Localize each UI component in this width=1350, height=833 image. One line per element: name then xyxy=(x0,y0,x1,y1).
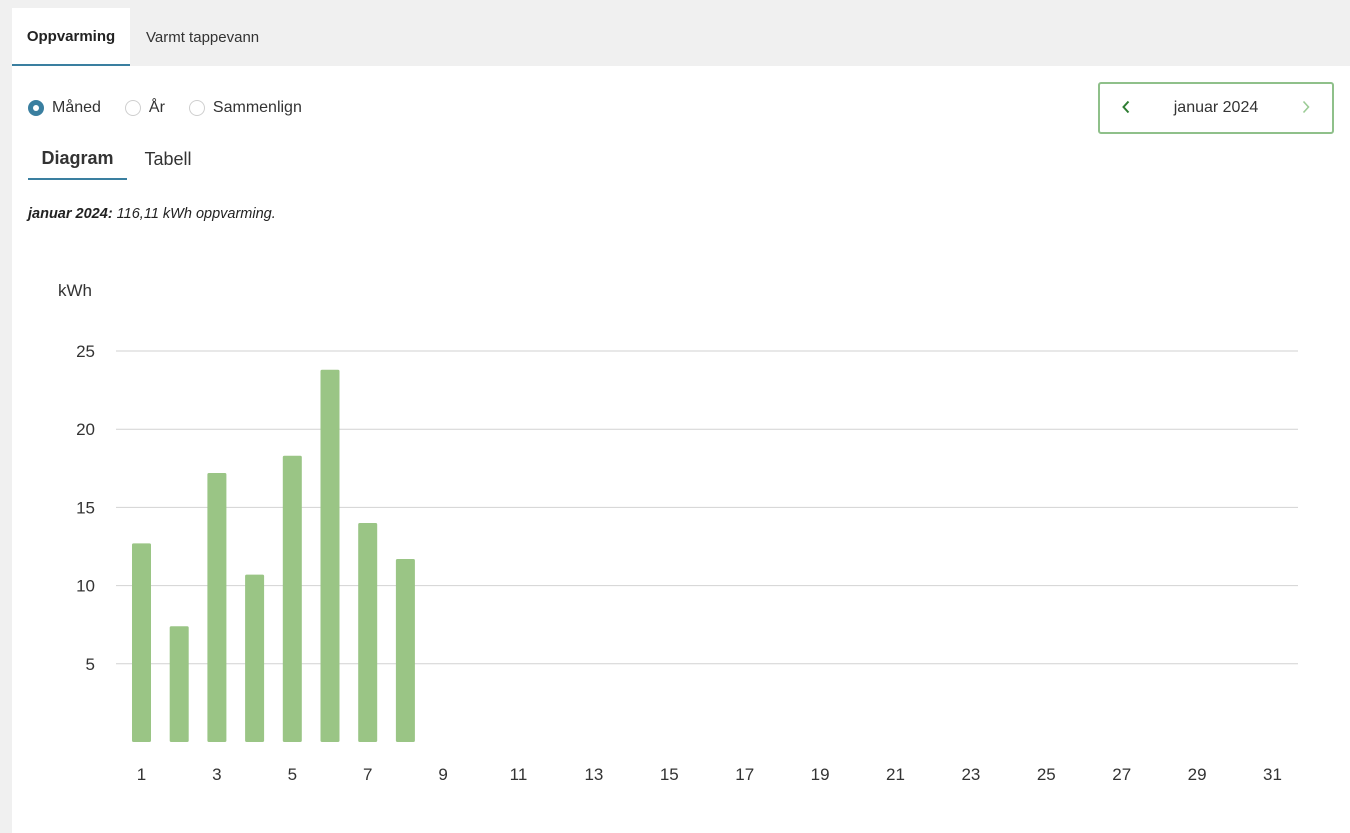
top-tab-bar: Oppvarming Varmt tappevann xyxy=(12,0,1350,66)
bar-day-8 xyxy=(395,559,415,742)
radio-label-sammenlign: Sammenlign xyxy=(212,99,302,116)
radio-sammenlign[interactable]: Sammenlign xyxy=(188,99,302,117)
x-tick-label: 21 xyxy=(886,765,905,784)
x-tick-label: 1 xyxy=(137,765,146,784)
x-tick-label: 27 xyxy=(1112,765,1131,784)
y-tick-label: 10 xyxy=(76,577,95,596)
x-tick-label: 5 xyxy=(288,765,297,784)
tab-diagram[interactable]: Diagram xyxy=(28,138,127,180)
left-gutter xyxy=(0,0,12,833)
bar-day-5 xyxy=(282,455,302,742)
bar-day-1 xyxy=(132,543,151,742)
y-tick-label: 25 xyxy=(76,342,95,361)
radio-maned[interactable]: Måned xyxy=(28,99,101,117)
bar-day-6 xyxy=(320,369,340,742)
x-tick-label: 17 xyxy=(735,765,754,784)
month-navigator: januar 2024 xyxy=(1098,82,1334,134)
radio-unchecked-icon xyxy=(124,100,141,116)
radio-unchecked-icon xyxy=(188,100,205,116)
x-tick-label: 11 xyxy=(510,765,528,784)
y-tick-label: 20 xyxy=(76,420,95,439)
x-tick-label: 29 xyxy=(1188,765,1207,784)
tab-tabell[interactable]: Tabell xyxy=(144,148,192,169)
radio-label-ar: År xyxy=(148,99,165,116)
x-tick-label: 25 xyxy=(1037,765,1056,784)
bar-day-3 xyxy=(207,472,227,742)
x-tick-label: 13 xyxy=(584,765,603,784)
month-label: januar 2024 xyxy=(1173,99,1259,116)
radio-checked-icon xyxy=(28,100,44,116)
x-tick-label: 15 xyxy=(660,765,679,784)
y-tick-label: 5 xyxy=(86,655,95,674)
x-tick-label: 7 xyxy=(363,765,372,784)
y-tick-label: 15 xyxy=(76,498,95,517)
chevron-right-icon[interactable] xyxy=(1298,99,1314,117)
x-tick-label: 31 xyxy=(1263,765,1282,784)
x-tick-label: 23 xyxy=(961,765,980,784)
chevron-left-icon[interactable] xyxy=(1118,99,1134,117)
y-axis-label: kWh xyxy=(58,281,92,300)
period-radio-group: Måned År Sammenlign xyxy=(28,96,326,120)
bar-day-4 xyxy=(245,574,265,742)
x-tick-label: 3 xyxy=(212,765,221,784)
bar-day-2 xyxy=(169,626,189,742)
x-tick-label: 9 xyxy=(438,765,447,784)
summary-text: januar 2024: 116,11 kWh oppvarming. xyxy=(28,206,276,222)
radio-label-maned: Måned xyxy=(52,99,101,116)
summary-value: 116,11 kWh oppvarming. xyxy=(112,206,276,222)
tab-varmt-tappevann[interactable]: Varmt tappevann xyxy=(146,28,260,46)
x-tick-label: 19 xyxy=(811,765,830,784)
bar-day-7 xyxy=(358,523,378,742)
tab-oppvarming[interactable]: Oppvarming xyxy=(12,8,130,66)
radio-ar[interactable]: År xyxy=(124,99,165,117)
summary-period: januar 2024 xyxy=(28,206,108,222)
